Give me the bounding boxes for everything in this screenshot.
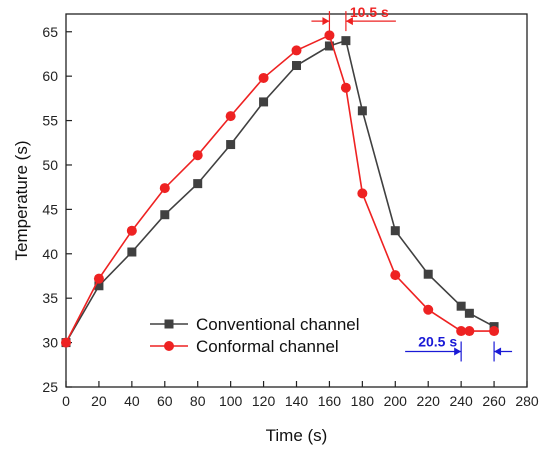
data-point — [357, 106, 367, 116]
data-point — [324, 41, 334, 51]
x-tick-label: 0 — [62, 393, 70, 409]
annotation-2: 20.5 s — [405, 333, 513, 362]
legend-marker — [164, 319, 174, 329]
data-point — [324, 30, 335, 41]
data-point — [489, 326, 500, 337]
y-tick-label: 40 — [42, 246, 58, 262]
x-tick-label: 80 — [190, 393, 206, 409]
annotation-label: 10.5 s — [350, 4, 389, 20]
x-tick-label: 220 — [417, 393, 441, 409]
data-point — [225, 111, 236, 122]
data-point — [340, 82, 351, 93]
data-point — [456, 326, 467, 337]
y-tick-label: 45 — [42, 201, 58, 217]
data-point — [258, 72, 269, 83]
x-tick-label: 280 — [515, 393, 539, 409]
data-point — [259, 97, 269, 107]
series-line — [65, 34, 495, 343]
axes: 0 20 40 60 80 100 120 140 160 180 200 220 240 260 280 2… — [42, 13, 539, 409]
annotation-label: 20.5 s — [418, 333, 457, 349]
x-tick-label: 40 — [124, 393, 140, 409]
legend-label: Conformal channel — [196, 337, 339, 356]
arrow-head — [345, 17, 353, 26]
y-tick-label: 50 — [42, 157, 58, 173]
x-tick-label: 200 — [384, 393, 408, 409]
legend: Conventional channel Conformal channel — [150, 315, 360, 356]
series-2 — [61, 30, 500, 348]
y-tick-label: 55 — [42, 113, 58, 129]
x-tick-label: 100 — [219, 393, 243, 409]
data-point — [464, 326, 475, 337]
x-tick-label: 140 — [285, 393, 309, 409]
data-point — [423, 269, 433, 279]
y-tick-label: 30 — [42, 335, 58, 351]
data-point — [390, 226, 400, 236]
data-point — [291, 45, 302, 56]
series-line — [65, 39, 495, 344]
y-tick-label: 25 — [42, 379, 58, 395]
data-point — [464, 308, 474, 318]
data-point — [192, 150, 203, 161]
x-tick-label: 160 — [318, 393, 342, 409]
arrow-head — [494, 347, 502, 356]
data-point — [292, 61, 301, 71]
data-point — [61, 337, 71, 348]
x-tick-label: 240 — [449, 393, 473, 409]
x-tick-label: 260 — [482, 393, 506, 409]
annotation-1: 10.5 s — [311, 4, 396, 32]
data-point — [341, 36, 351, 46]
x-tick-label: 120 — [252, 393, 276, 409]
x-tick-label: 180 — [351, 393, 375, 409]
data-point — [226, 140, 236, 150]
x-axis-title: Time (s) — [266, 426, 328, 445]
annotations: 10.5 s 20.5 s — [311, 4, 513, 362]
x-tick-label: 60 — [157, 393, 173, 409]
data-point — [159, 183, 170, 194]
legend-item-1: Conventional channel — [150, 315, 360, 334]
y-tick-label: 60 — [42, 68, 58, 84]
data-point — [456, 301, 466, 311]
series-1 — [61, 36, 499, 348]
data-point — [193, 179, 203, 189]
x-tick-label: 20 — [91, 393, 107, 409]
legend-marker — [164, 341, 174, 351]
data-point — [127, 247, 137, 257]
data-point — [357, 188, 368, 199]
legend-label: Conventional channel — [196, 315, 360, 334]
y-tick-label: 65 — [42, 24, 58, 40]
legend-item-2: Conformal channel — [150, 337, 339, 356]
data-point — [390, 270, 401, 281]
data-point — [423, 304, 434, 315]
y-tick-label: 35 — [42, 290, 58, 306]
arrow-head — [454, 347, 462, 356]
data-point — [93, 273, 104, 284]
data-point — [160, 210, 170, 220]
y-axis-title: Temperature (s) — [12, 141, 31, 261]
series-layer — [61, 30, 500, 348]
data-point — [94, 281, 104, 291]
arrow-head — [322, 17, 330, 26]
data-point — [126, 225, 137, 236]
